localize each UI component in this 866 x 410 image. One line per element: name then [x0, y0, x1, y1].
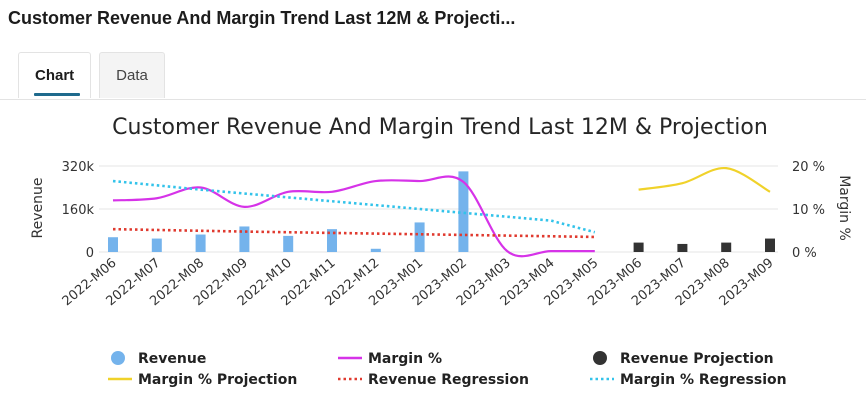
- bar-revenue[interactable]: [151, 238, 162, 252]
- y2-tick-label: 10 %: [792, 203, 825, 218]
- legend-label: Revenue Projection: [620, 351, 774, 367]
- y-axis-label: Revenue: [30, 178, 46, 239]
- y-tick-label: 320k: [62, 160, 95, 175]
- legend-marker: [111, 351, 125, 365]
- legend-item[interactable]: Margin % Projection: [108, 372, 297, 388]
- tab-divider: [0, 99, 866, 100]
- line-margin-projection[interactable]: [638, 167, 771, 193]
- legend-label: Revenue: [138, 351, 206, 367]
- bar-revenue-projection[interactable]: [633, 242, 644, 252]
- bars-layer: [108, 171, 775, 252]
- y2-tick-label: 0 %: [792, 246, 817, 261]
- lines-layer: [112, 167, 771, 258]
- line-revenue-regression[interactable]: [112, 227, 595, 239]
- legend-item[interactable]: Revenue: [111, 351, 206, 367]
- chart-title: Customer Revenue And Margin Trend Last 1…: [112, 115, 768, 140]
- tab-chart-label: Chart: [35, 67, 75, 84]
- legend-item[interactable]: Margin %: [338, 351, 442, 367]
- tab-bar: Chart Data: [18, 52, 173, 100]
- tab-data[interactable]: Data: [99, 52, 165, 98]
- legend-label: Revenue Regression: [368, 372, 529, 388]
- bar-revenue[interactable]: [458, 171, 469, 252]
- bar-revenue-projection[interactable]: [765, 238, 775, 252]
- bar-revenue[interactable]: [414, 222, 425, 252]
- bar-revenue[interactable]: [195, 234, 206, 252]
- legend-item[interactable]: Margin % Regression: [590, 372, 787, 388]
- y2-tick-label: 20 %: [792, 160, 825, 175]
- y-tick-label: 160k: [62, 203, 95, 218]
- page-title: Customer Revenue And Margin Trend Last 1…: [8, 8, 516, 28]
- legend-label: Margin % Regression: [620, 372, 787, 388]
- bar-revenue[interactable]: [370, 248, 381, 252]
- active-tab-indicator: [34, 93, 80, 96]
- combo-chart: Customer Revenue And Margin Trend Last 1…: [30, 115, 852, 388]
- y-tick-label: 0: [86, 246, 94, 261]
- legend-item[interactable]: Revenue Projection: [593, 351, 774, 367]
- bar-revenue[interactable]: [108, 237, 118, 252]
- bar-revenue[interactable]: [283, 235, 294, 252]
- legend-label: Margin % Projection: [138, 372, 297, 388]
- bar-revenue[interactable]: [239, 226, 250, 252]
- tab-chart[interactable]: Chart: [18, 52, 92, 98]
- y2-axis-label: Margin %: [836, 175, 852, 241]
- tab-data-label: Data: [116, 67, 148, 84]
- legend: Revenue Margin % Revenue Projection Margin …: [108, 351, 787, 388]
- line-margin-regression[interactable]: [112, 179, 596, 234]
- bar-revenue[interactable]: [327, 229, 337, 252]
- bar-revenue-projection[interactable]: [721, 242, 732, 252]
- legend-item[interactable]: Revenue Regression: [338, 372, 529, 388]
- grid-layer: [99, 165, 778, 253]
- bar-revenue-projection[interactable]: [677, 243, 688, 252]
- legend-marker: [593, 351, 607, 365]
- line-margin-[interactable]: [112, 175, 595, 258]
- legend-label: Margin %: [368, 351, 442, 367]
